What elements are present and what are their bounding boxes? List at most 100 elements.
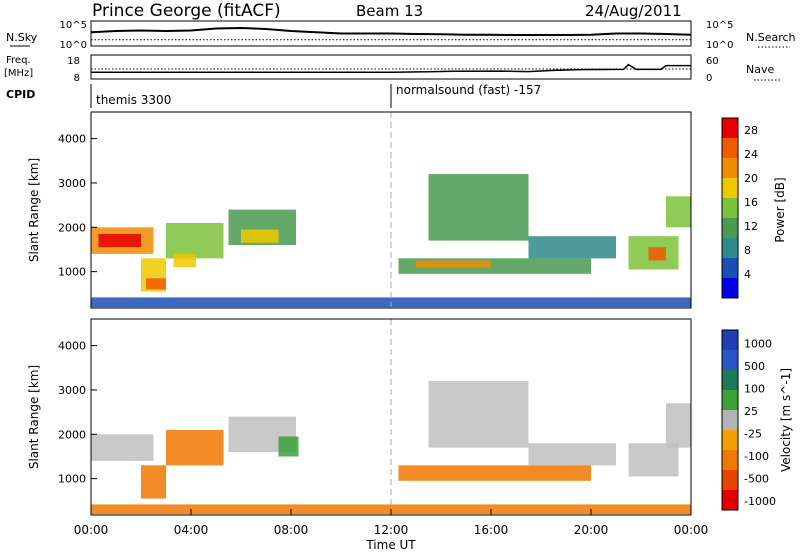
noise-panel-frame [90, 20, 692, 47]
power-colorbar-tick-0: 4 [744, 268, 751, 281]
power-colorbar-tick-4: 20 [744, 172, 758, 185]
power-region-4 [166, 222, 224, 259]
velocity-colorbar-tick-7: -1000 [744, 495, 776, 508]
time-axis: Time UT 00:00 04:00 08:00 12:00 16:00 20:00 00… [74, 509, 709, 552]
velocity-ytick-label-0: 1000 [58, 473, 86, 486]
cpid-panel: CPID themis 3300 normalsound (fast) -157 [6, 83, 541, 108]
velocity-colorbar-swatch-4 [722, 410, 738, 430]
x-tick-label-2: 08:00 [274, 523, 309, 537]
x-tick-label-6: 00:00 [674, 523, 709, 537]
power-region-10 [428, 174, 529, 241]
x-tick-label-0: 00:00 [74, 523, 109, 537]
power-ytick-label-2: 3000 [58, 177, 86, 190]
power-region-11 [528, 236, 616, 259]
power-region-14 [666, 196, 691, 228]
noise-left-tick-top: 10^5 [60, 20, 87, 31]
power-colorbar-swatch-7 [722, 138, 738, 158]
velocity-region-5 [398, 465, 591, 481]
noise-right-tick-top: 10^5 [706, 20, 733, 31]
velocity-region-8 [628, 443, 679, 477]
x-tick-label-4: 16:00 [474, 523, 509, 537]
velocity-colorbar-swatch-0 [722, 330, 738, 350]
date-title: 24/Aug/2011 [585, 2, 682, 20]
power-ytick-label-0: 1000 [58, 266, 86, 279]
velocity-colorbar-tick-5: -100 [744, 450, 769, 463]
freq-left-tick-top: 18 [67, 56, 80, 67]
velocity-colorbar-frame [721, 329, 739, 511]
power-region-3 [146, 278, 166, 290]
nsky-label: N.Sky [6, 31, 38, 44]
velocity-colorbar-tick-3: 25 [744, 405, 758, 418]
x-tick-label-5: 20:00 [574, 523, 609, 537]
noise-panel: N.Sky 10^5 10^0 10^5 10^0 N.Search [6, 20, 796, 51]
velocity-region-2 [166, 429, 224, 466]
freq-series-line [91, 63, 691, 74]
cpid-entry-normalsound: normalsound (fast) -157 [396, 83, 541, 97]
power-region-1 [98, 233, 141, 248]
velocity-region-1 [141, 465, 166, 499]
velocity-colorbar-label: Velocity [m s^-1] [779, 368, 793, 472]
velocity-region-9 [666, 403, 691, 448]
power-colorbar-tick-1: 8 [744, 244, 751, 257]
velocity-colorbar-tick-4: -25 [744, 428, 762, 441]
velocity-colorbar-swatch-3 [722, 390, 738, 410]
power-colorbar-swatch-4 [722, 198, 738, 218]
power-colorbar-swatch-0 [722, 278, 738, 298]
velocity-panel: Slant Range [km] 1000 2000 3000 4000 [27, 318, 692, 516]
power-colorbar-swatch-5 [722, 178, 738, 198]
velocity-region-7 [528, 443, 616, 466]
x-tick-label-1: 04:00 [174, 523, 209, 537]
velocity-colorbar-swatch-8 [722, 490, 738, 510]
velocity-colorbar-tick-2: 100 [744, 383, 765, 396]
velocity-colorbar-swatch-5 [722, 430, 738, 450]
power-colorbar-tick-6: 28 [744, 124, 758, 137]
velocity-colorbar-tick-1: 500 [744, 360, 765, 373]
velocity-region-6 [428, 381, 529, 448]
freq-label-1: Freq. [6, 55, 31, 66]
power-colorbar-swatch-2 [722, 238, 738, 258]
power-ytick-label-3: 4000 [58, 133, 86, 146]
velocity-ytick-label-1: 2000 [58, 428, 86, 441]
velocity-ylabel: Slant Range [km] [27, 365, 41, 469]
power-colorbar-label: Power [dB] [773, 177, 787, 242]
power-colorbar-swatch-6 [722, 158, 738, 178]
velocity-colorbar: 1000 500 100 25 -25 -100 -500 -1000 Velocity [m… [721, 329, 793, 511]
velocity-colorbar-swatch-6 [722, 450, 738, 470]
velocity-ytick-label-2: 3000 [58, 384, 86, 397]
velocity-colorbar-swatch-1 [722, 350, 738, 370]
power-colorbar-swatch-3 [722, 218, 738, 238]
power-colorbar-swatch-1 [722, 258, 738, 278]
velocity-panel-bg [91, 319, 691, 515]
power-region-13 [648, 247, 666, 261]
power-region-9 [416, 260, 491, 268]
x-axis-label: Time UT [365, 538, 416, 552]
power-colorbar-swatch-8 [722, 118, 738, 138]
power-colorbar-tick-5: 24 [744, 148, 758, 161]
power-colorbar-frame [721, 117, 739, 299]
frequency-panel: Freq. [MHz] 18 8 60 0 Nave [4, 54, 780, 84]
velocity-colorbar-swatch-2 [722, 370, 738, 390]
velocity-region-4 [278, 436, 299, 457]
velocity-colorbar-tick-6: -500 [744, 473, 769, 486]
noise-left-tick-bottom: 10^0 [60, 40, 87, 51]
frequency-panel-frame [90, 54, 692, 80]
power-colorbar-tick-2: 12 [744, 220, 758, 233]
noise-right-tick-bottom: 10^0 [706, 40, 733, 51]
power-panel-frame [90, 111, 692, 309]
cpid-entry-themis: themis 3300 [96, 93, 171, 107]
beam-title: Beam 13 [356, 2, 423, 20]
station-title: Prince George (fitACF) [92, 1, 281, 21]
noise-series-0 [90, 26, 692, 36]
velocity-colorbar-swatch-7 [722, 470, 738, 490]
power-colorbar-tick-3: 16 [744, 196, 758, 209]
power-ytick-label-1: 2000 [58, 221, 86, 234]
nave-label: Nave [746, 63, 774, 76]
velocity-ytick-label-3: 4000 [58, 340, 86, 353]
power-panel: Slant Range [km] 1000 2000 3000 4000 [27, 111, 692, 309]
cpid-label: CPID [6, 88, 35, 101]
freq-right-tick-bottom: 0 [706, 73, 712, 84]
velocity-colorbar-tick-0: 1000 [744, 338, 772, 351]
power-region-5 [173, 253, 196, 268]
freq-label-2: [MHz] [4, 68, 33, 79]
